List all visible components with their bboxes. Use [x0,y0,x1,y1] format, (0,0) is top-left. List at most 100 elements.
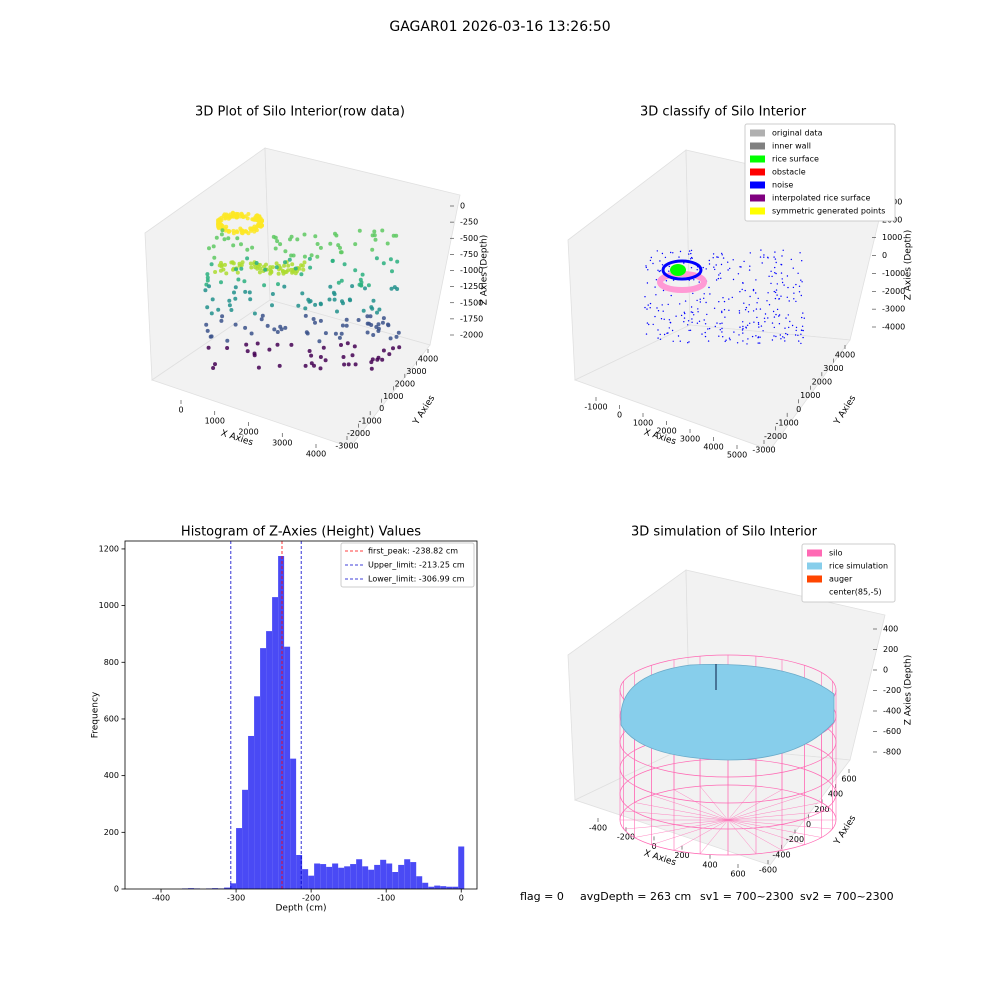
point [267,347,272,352]
point [715,264,717,266]
point [793,292,795,294]
point [683,262,685,264]
point [205,272,210,277]
z-tick-label: -1750 [460,314,483,323]
rice-surface [620,663,835,761]
point [328,284,333,289]
z-axis-label: Z Axies (Depth) [480,235,490,306]
silo-wire [651,795,729,821]
point [792,267,794,269]
point [318,366,323,371]
point [795,326,798,329]
point [252,229,257,234]
point [693,314,695,316]
point [722,257,725,259]
point [687,320,690,322]
point [218,268,223,273]
y-tick-label: 2000 [395,379,415,388]
point [233,296,238,301]
point [337,335,342,340]
point [757,337,759,339]
point [275,239,280,244]
bar [332,863,339,889]
point [677,335,680,337]
point [691,321,693,323]
point [768,304,771,306]
y-tick-label: 2000 [812,378,832,387]
point [219,232,224,237]
point [220,314,225,319]
point [368,314,373,319]
point [752,288,755,291]
bar [296,854,303,889]
point [668,265,670,268]
point [290,270,295,275]
point [308,265,313,270]
point [274,261,279,266]
point [227,229,232,234]
bar [272,597,279,889]
z-tick-label: 0 [460,202,465,211]
point [738,312,741,314]
point [790,258,792,261]
bar [314,863,321,889]
legend-label: obstacle [772,168,806,177]
point [691,257,693,259]
point [260,313,265,318]
point [785,332,787,335]
point [375,357,380,362]
point [220,224,225,228]
point [800,294,802,297]
bar [380,859,387,889]
point [708,286,710,289]
point [658,270,660,273]
point [775,272,777,275]
point [286,263,291,268]
y-tick-label: -2000 [764,432,787,441]
point [232,290,236,295]
silo-wire [727,810,833,821]
point [204,322,209,327]
point [774,291,777,294]
point [697,311,699,313]
point [339,331,344,336]
point [235,230,240,235]
y-tick-label: 200 [104,828,119,837]
point [708,327,711,330]
y-tick-label: 1200 [99,544,119,553]
point [371,298,376,303]
z-tick-label: 0 [883,666,888,675]
point [672,252,674,254]
point [242,279,247,284]
point [692,292,694,295]
point [742,340,744,342]
z-tick-label: -2000 [882,287,905,296]
silo-wire [699,819,729,854]
silo-wire [727,819,833,830]
point [749,295,751,298]
point [275,342,280,347]
point [237,261,242,266]
point [332,292,337,297]
point [698,320,701,322]
legend-label: center(85,-5) [829,588,882,597]
point [247,290,252,295]
point [718,274,720,276]
point [380,228,385,233]
point [729,339,731,341]
bar [428,886,435,889]
z-tick-label: 1000 [882,233,902,242]
point [307,256,312,261]
point [664,256,667,259]
z-tick-label: -1000 [882,269,905,278]
point [786,333,789,336]
x-tick-label: -200 [302,894,320,903]
point [307,299,312,304]
silo-wire [673,819,729,851]
point [788,300,790,302]
point [654,315,656,318]
point [353,268,358,273]
y-tick-label: -2000 [347,429,370,438]
point [663,333,666,336]
point [680,314,683,317]
